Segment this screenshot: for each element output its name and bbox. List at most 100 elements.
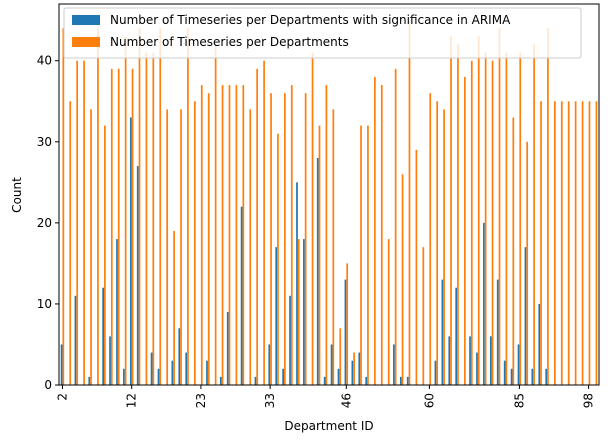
bar-significant-dept-4 — [74, 295, 77, 385]
bar-significant-dept-27 — [226, 312, 229, 385]
x-tick-label: 33 — [263, 393, 277, 408]
bar-total-dept-83 — [512, 117, 515, 386]
legend-swatch-total — [72, 37, 100, 47]
bar-total-dept-6 — [90, 109, 92, 385]
bar-significant-dept-91 — [538, 303, 541, 385]
x-tick-label: 2 — [55, 393, 69, 401]
bar-significant-dept-8 — [102, 287, 104, 385]
bar-total-dept-51 — [380, 85, 383, 385]
y-tick-label: 40 — [37, 54, 52, 68]
bar-significant-dept-79 — [483, 222, 485, 385]
bar-significant-dept-26 — [219, 376, 222, 385]
bar-significant-dept-35 — [282, 368, 284, 385]
bar-total-dept-4 — [76, 60, 79, 386]
bar-significant-dept-34 — [275, 247, 278, 385]
legend-label-total: Number of Timeseries per Departments — [110, 35, 349, 49]
bar-total-dept-23 — [200, 85, 203, 385]
plot-frame — [58, 3, 600, 386]
bar-total-dept-28 — [235, 85, 238, 385]
bar-total-dept-22 — [194, 101, 196, 385]
bar-total-dept-94 — [560, 101, 563, 385]
bar-total-dept-16 — [152, 52, 155, 385]
x-tick-label: 23 — [194, 393, 208, 408]
bar-total-dept-82 — [505, 52, 508, 385]
bar-significant-dept-37 — [296, 182, 298, 385]
bar-total-dept-72 — [457, 44, 459, 385]
bar-significant-dept-54 — [393, 344, 395, 385]
bar-total-dept-81 — [498, 28, 501, 385]
bar-total-dept-74 — [464, 76, 466, 386]
bar-total-dept-98 — [588, 101, 591, 385]
bar-significant-dept-29 — [240, 206, 243, 385]
bar-total-dept-79 — [484, 52, 487, 385]
bar-total-dept-49 — [367, 125, 369, 385]
bar-significant-dept-77 — [469, 336, 471, 385]
bar-total-dept-34 — [277, 133, 279, 385]
bar-total-dept-67 — [443, 109, 445, 385]
bar-significant-dept-6 — [88, 376, 91, 385]
bar-significant-dept-87 — [524, 247, 527, 385]
x-tick-label: 85 — [512, 393, 526, 408]
x-tick-label: 12 — [125, 393, 139, 408]
bar-total-dept-65 — [436, 101, 439, 385]
bar-significant-dept-9 — [109, 336, 111, 385]
bar-total-dept-78 — [477, 36, 480, 386]
bar-total-dept-12 — [131, 68, 134, 385]
bar-significant-dept-71 — [448, 336, 451, 385]
bar-significant-dept-24 — [206, 360, 208, 385]
y-axis-label: Count — [10, 177, 24, 213]
bar-total-dept-38 — [304, 93, 307, 386]
x-axis: 2 12 23 33 46 60 85 98 — [55, 385, 596, 408]
legend-label-significant: Number of Timeseries per Departments wit… — [110, 13, 511, 27]
bar-total-dept-80 — [491, 60, 494, 386]
bar-total-dept-13 — [138, 28, 141, 385]
bar-total-dept-27 — [228, 85, 231, 385]
bar-total-dept-3 — [69, 101, 72, 385]
bar-total-dept-32 — [263, 60, 265, 386]
bar-significant-dept-12 — [129, 117, 132, 386]
bar-total-dept-17 — [159, 28, 162, 385]
bar-significant-dept-17 — [157, 368, 160, 385]
bar-significant-dept-44 — [330, 344, 333, 385]
bar-significant-dept-92 — [545, 368, 548, 385]
bar-significant-dept-56 — [406, 376, 409, 385]
legend-box — [63, 7, 582, 59]
bar-total-dept-14 — [145, 52, 148, 385]
bar-total-dept-56 — [408, 20, 411, 386]
bar-total-dept-20 — [180, 109, 182, 385]
bar-significant-dept-82 — [503, 360, 506, 385]
bar-significant-dept-38 — [303, 239, 305, 385]
bar-total-dept-37 — [297, 239, 300, 385]
bar-significant-dept-46 — [344, 279, 347, 385]
bar-total-dept-59 — [422, 247, 425, 385]
bar-significant-dept-83 — [510, 368, 513, 385]
bar-total-dept-85 — [519, 52, 522, 385]
bar-total-dept-33 — [270, 93, 272, 386]
bar-significant-dept-47 — [351, 360, 354, 385]
bar-total-dept-47 — [353, 352, 355, 385]
bar-significant-dept-42 — [323, 376, 326, 385]
bar-significant-dept-2 — [60, 344, 63, 385]
bars-layer — [60, 20, 598, 386]
bar-significant-dept-20 — [178, 328, 181, 385]
bar-total-dept-97 — [581, 101, 584, 385]
y-tick-label: 10 — [37, 297, 52, 311]
x-axis-label: Department ID — [284, 419, 373, 433]
bar-total-dept-96 — [574, 101, 577, 385]
bar-significant-dept-72 — [455, 287, 458, 385]
bar-total-dept-25 — [214, 44, 217, 385]
bar-total-dept-42 — [325, 85, 328, 385]
bar-total-dept-77 — [470, 60, 473, 386]
bar-significant-dept-31 — [254, 376, 257, 385]
bar-total-dept-93 — [554, 101, 556, 385]
bar-total-dept-44 — [332, 109, 335, 385]
bar-significant-dept-90 — [531, 368, 534, 385]
bar-total-dept-26 — [221, 85, 224, 385]
bar-total-dept-10 — [117, 68, 120, 385]
bar-significant-dept-19 — [171, 360, 174, 385]
y-tick-label: 0 — [44, 378, 52, 392]
bar-significant-dept-49 — [365, 376, 368, 385]
bar-total-dept-91 — [540, 101, 542, 385]
bar-significant-dept-48 — [358, 352, 361, 385]
